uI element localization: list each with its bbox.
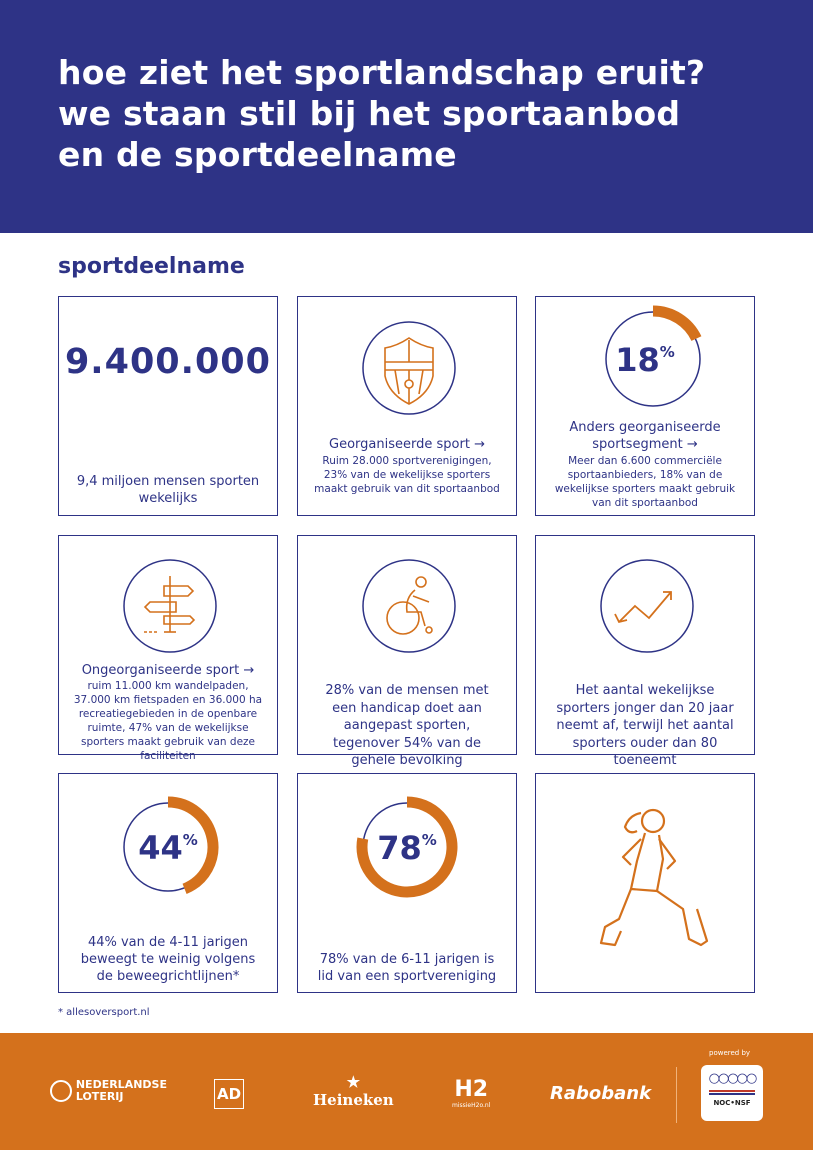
- card-heading: Georganiseerde sport →: [329, 437, 485, 452]
- card-organised-sport: Georganiseerde sport → Ruim 28.000 sport…: [297, 296, 517, 516]
- percent-value: 44%: [138, 829, 198, 867]
- sponsor-footer: NEDERLANDSE LOTERIJ AD ★ Heineken H2 missi…: [0, 1033, 813, 1150]
- noc-nsf-logo: ○○○○○ NOC•NSF: [701, 1065, 763, 1121]
- header-banner: hoe ziet het sportlandschap eruit? we st…: [0, 0, 813, 233]
- card-club-membership: 78% 78% van de 6-11 jarigen is lid van e…: [297, 773, 517, 993]
- card-text: 44% van de 4-11 jarigen beweegt te weini…: [80, 935, 256, 984]
- card-participants: 9.400.000 9,4 miljoen mensen sporten wek…: [58, 296, 278, 516]
- h2-logo: H2 missieH2o.nl: [452, 1077, 491, 1109]
- divider: [676, 1067, 677, 1123]
- card-heading: Ongeorganiseerde sport →: [81, 663, 255, 678]
- card-age-trend: Het aantal wekelijkse sporters jonger da…: [535, 535, 755, 768]
- card-illustration: [535, 773, 755, 993]
- percent-ring: [356, 796, 458, 898]
- card-text: Meer dan 6.600 commerciële sportaanbiede…: [554, 455, 736, 509]
- nederlandse-loterij-logo: NEDERLANDSE LOTERIJ: [50, 1079, 167, 1103]
- ring-progress-arc: [167, 796, 219, 894]
- title-line: we staan stil bij het sportaanbod: [58, 94, 681, 133]
- percent-ring: [123, 796, 219, 894]
- section-title: sportdeelname: [58, 254, 245, 279]
- ring-progress-arc: [356, 796, 458, 898]
- shield-icon: [362, 321, 456, 415]
- card-heading: Anders georganiseerde sportsegment →: [569, 420, 721, 452]
- footnote: * allesoversport.nl: [58, 1007, 150, 1018]
- card-text: 9,4 miljoen mensen sporten wekelijks: [76, 474, 260, 506]
- ad-logo: AD: [214, 1079, 244, 1109]
- wheelchair-icon: [362, 559, 456, 653]
- title-line: en de sportdeelname: [58, 135, 457, 174]
- signpost-icon: [123, 559, 217, 653]
- card-text: 78% van de 6-11 jarigen is lid van een s…: [317, 952, 497, 984]
- page-title: hoe ziet het sportlandschap eruit? we st…: [58, 52, 705, 175]
- card-disability: 28% van de mensen met een handicap doet …: [297, 535, 517, 768]
- percent-ring: [605, 305, 702, 407]
- powered-by-label: powered by: [709, 1049, 751, 1057]
- percent-value: 18%: [615, 341, 675, 379]
- card-text: Het aantal wekelijkse sporters jonger da…: [556, 683, 734, 768]
- card-other-organised: 18% Anders georganiseerde sportsegment →…: [535, 296, 755, 516]
- card-text: ruim 11.000 km wandelpaden, 37.000 km fi…: [73, 680, 263, 762]
- ring-progress-arc: [652, 305, 702, 342]
- card-text: Ruim 28.000 sportverenigingen, 23% van d…: [314, 455, 500, 495]
- card-text: 28% van de mensen met een handicap doet …: [325, 683, 489, 768]
- title-line: hoe ziet het sportlandschap eruit?: [58, 53, 706, 92]
- trend-arrow-icon: [600, 559, 694, 653]
- card-unorganised-sport: Ongeorganiseerde sport → ruim 11.000 km …: [58, 535, 278, 762]
- rabobank-logo: Rabobank: [550, 1083, 652, 1104]
- heineken-logo: ★ Heineken: [313, 1073, 394, 1109]
- card-children-movement: 44% 44% van de 4-11 jarigen beweegt te w…: [58, 773, 278, 993]
- big-number: 9.400.000: [64, 342, 272, 382]
- lunge-runner-icon: [599, 808, 709, 947]
- percent-value: 78%: [377, 829, 437, 867]
